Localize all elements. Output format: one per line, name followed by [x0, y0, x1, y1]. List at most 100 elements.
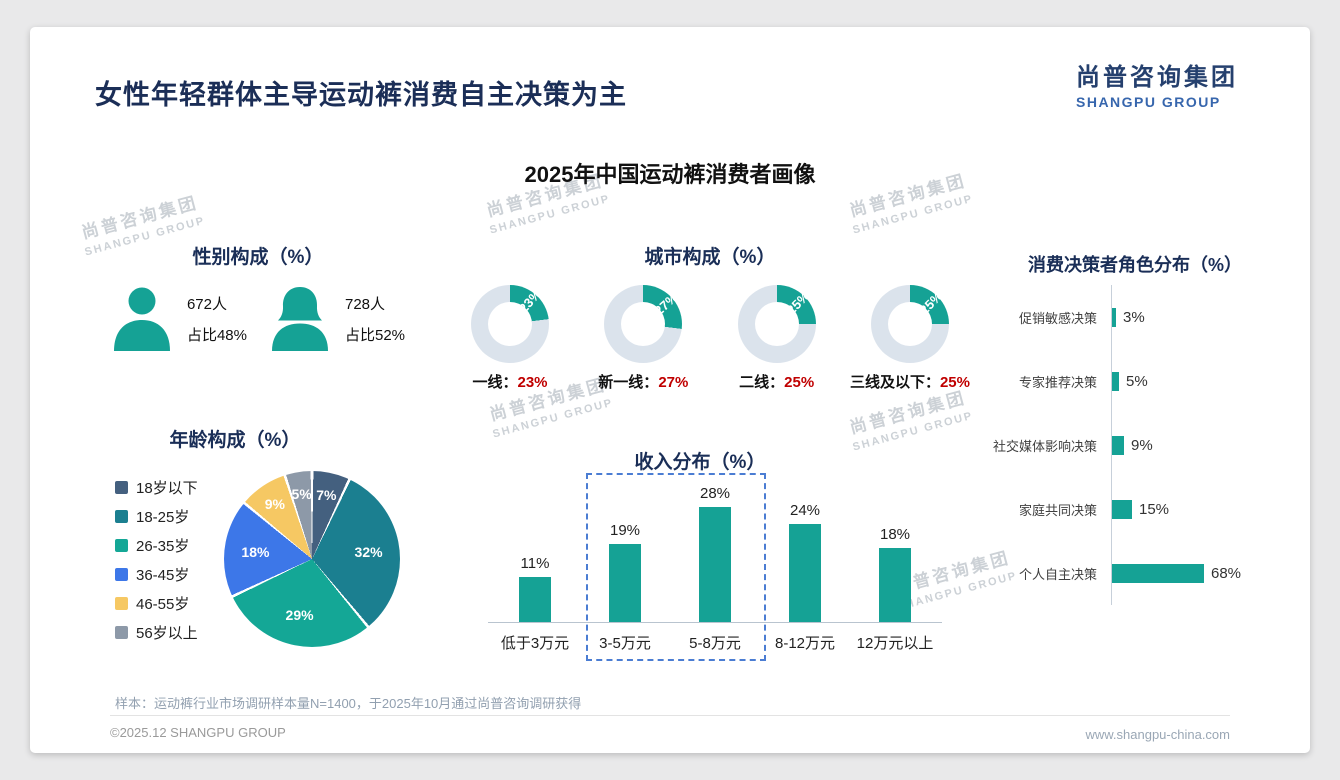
bar-category: 3-5万元: [599, 635, 651, 652]
donut-caption-value: 25%: [939, 374, 970, 391]
hbar-zone: 3%: [1111, 285, 1305, 349]
bar-category: 8-12万元: [774, 635, 836, 652]
legend-label: 36-45岁: [136, 567, 190, 584]
donut-caption-value: 25%: [784, 374, 815, 391]
decision-bar-chart: 促销敏感决策 3% 专家推荐决策 5% 社交媒体影响决策 9% 家庭共同决策 1…: [910, 285, 1305, 605]
hbar-value: 9%: [1131, 436, 1153, 454]
hbar-value: 15%: [1139, 500, 1170, 518]
male-person-icon: [111, 285, 173, 353]
female-count: 728人: [345, 296, 386, 313]
city-donut-row: 23% 一线：23% 27% 新一线：27% 25% 二线：25% 25%: [445, 285, 975, 392]
legend-label: 56岁以上: [136, 625, 198, 642]
income-categories-row: 低于3万元 3-5万元 5-8万元 8-12万元 12万元以上: [480, 623, 950, 653]
legend-swatch: [115, 481, 128, 494]
donut-caption-label: 新一线：: [598, 374, 659, 391]
gender-section-title: 性别构成（%）: [192, 247, 324, 268]
age-section-title: 年龄构成（%）: [169, 430, 301, 451]
income-section-title: 收入分布（%）: [634, 452, 766, 473]
bar: [699, 507, 731, 622]
pie-slice-label: 5%: [291, 485, 312, 502]
female-stats: 728人 占比52%: [345, 293, 405, 345]
bar: [519, 577, 551, 622]
legend-label: 26-35岁: [136, 538, 190, 555]
donut-caption: 一线：23%: [472, 371, 547, 392]
male-stats: 672人 占比48%: [187, 293, 247, 345]
hbar-row: 家庭共同决策 15%: [910, 477, 1305, 541]
logo-en-text: SHANGPU GROUP: [1076, 94, 1221, 110]
income-bar-col: 11%: [490, 555, 580, 622]
legend-swatch: [115, 510, 128, 523]
footer-divider: [110, 715, 1230, 716]
hbar: [1112, 435, 1124, 455]
income-bar-col: 19%: [580, 522, 670, 622]
income-bar-col: 28%: [670, 485, 760, 622]
slide-card: 尚普咨询集团 SHANGPU GROUP 尚普咨询集团 SHANGPU GROUP …: [30, 27, 1310, 753]
pie-slice-label: 18%: [241, 543, 270, 560]
pie-slice-label: 29%: [285, 606, 314, 623]
hbar: [1112, 499, 1132, 519]
hbar-category: 促销敏感决策: [1018, 310, 1097, 326]
page-title: 女性年轻群体主导运动裤消费自主决策为主: [95, 80, 627, 110]
legend-item: 18-25岁: [115, 502, 198, 531]
city-section-title: 城市构成（%）: [644, 247, 776, 268]
income-bar-col: 24%: [760, 502, 850, 622]
bar-value: 28%: [699, 485, 731, 502]
legend-swatch: [115, 626, 128, 639]
gender-item-female: 728人 占比52%: [269, 285, 405, 353]
legend-item: 26-35岁: [115, 531, 198, 560]
donut-caption-label: 二线：: [739, 374, 785, 391]
pie-slice-label: 9%: [264, 496, 286, 513]
age-pie: 7% 32% 29% 18% 9% 5%: [224, 471, 400, 647]
hbar-row: 个人自主决策 68%: [910, 541, 1305, 605]
hbar-row: 专家推荐决策 5%: [910, 349, 1305, 413]
bar: [879, 548, 911, 622]
donut-value-label: 23%: [515, 286, 545, 317]
hbar-value: 68%: [1211, 564, 1242, 582]
hbar-zone: 9%: [1111, 413, 1305, 477]
donut-chart: 25%: [737, 285, 816, 363]
donut-caption-value: 23%: [517, 374, 548, 391]
donut-caption-label: 三线及以下：: [849, 374, 940, 391]
income-bar-chart: 11% 19% 28% 24% 18% 低于3万元 3-5万元 5-8万元 8-…: [480, 452, 950, 653]
female-person-icon: [269, 285, 331, 353]
chart-main-title: 2025年中国运动裤消费者画像: [524, 162, 816, 187]
hbar: [1112, 371, 1119, 391]
legend-label: 18岁以下: [136, 480, 198, 497]
donut-caption-value: 27%: [658, 374, 689, 391]
bar-value: 11%: [520, 555, 550, 572]
legend-swatch: [115, 568, 128, 581]
watermark-en: SHANGPU GROUP: [491, 396, 615, 441]
donut-chart: 25%: [870, 285, 949, 363]
watermark-cn: 尚普咨询集团: [79, 193, 201, 243]
hbar-category: 社交媒体影响决策: [992, 438, 1097, 454]
gender-item-male: 672人 占比48%: [111, 285, 247, 353]
legend-label: 18-25岁: [136, 509, 190, 526]
pie-slice-label: 32%: [354, 543, 383, 560]
hbar: [1112, 307, 1116, 327]
hbar-row: 社交媒体影响决策 9%: [910, 413, 1305, 477]
legend-item: 46-55岁: [115, 589, 198, 618]
donut-caption-label: 一线：: [472, 374, 518, 391]
hbar-value: 3%: [1123, 308, 1145, 326]
legend-label: 46-55岁: [136, 596, 190, 613]
hbar: [1112, 563, 1204, 583]
watermark-en: SHANGPU GROUP: [488, 192, 612, 237]
legend-item: 56岁以上: [115, 618, 198, 647]
donut-value-label: 27%: [651, 289, 681, 319]
gender-row: 672人 占比48% 728人 占比52%: [108, 285, 408, 353]
city-donut-newtier1: 27% 新一线：27%: [578, 285, 708, 392]
hbar-category: 家庭共同决策: [1018, 502, 1097, 518]
city-donut-tier3: 25% 三线及以下：25%: [845, 285, 975, 392]
city-donut-tier1: 23% 一线：23%: [445, 285, 575, 392]
hbar-row: 促销敏感决策 3%: [910, 285, 1305, 349]
female-share: 占比52%: [345, 327, 406, 344]
x-axis-line: [488, 622, 942, 623]
website-link[interactable]: www.shangpu-china.com: [1085, 727, 1230, 742]
legend-item: 36-45岁: [115, 560, 198, 589]
logo-cn-text: 尚普咨询集团: [1076, 64, 1238, 91]
income-bars-row: 11% 19% 28% 24% 18%: [480, 452, 950, 622]
pie-slice-label: 7%: [316, 486, 337, 503]
income-highlight-box: [586, 473, 766, 661]
donut-caption: 新一线：27%: [598, 371, 688, 392]
copyright-text: ©2025.12 SHANGPU GROUP: [110, 725, 286, 740]
